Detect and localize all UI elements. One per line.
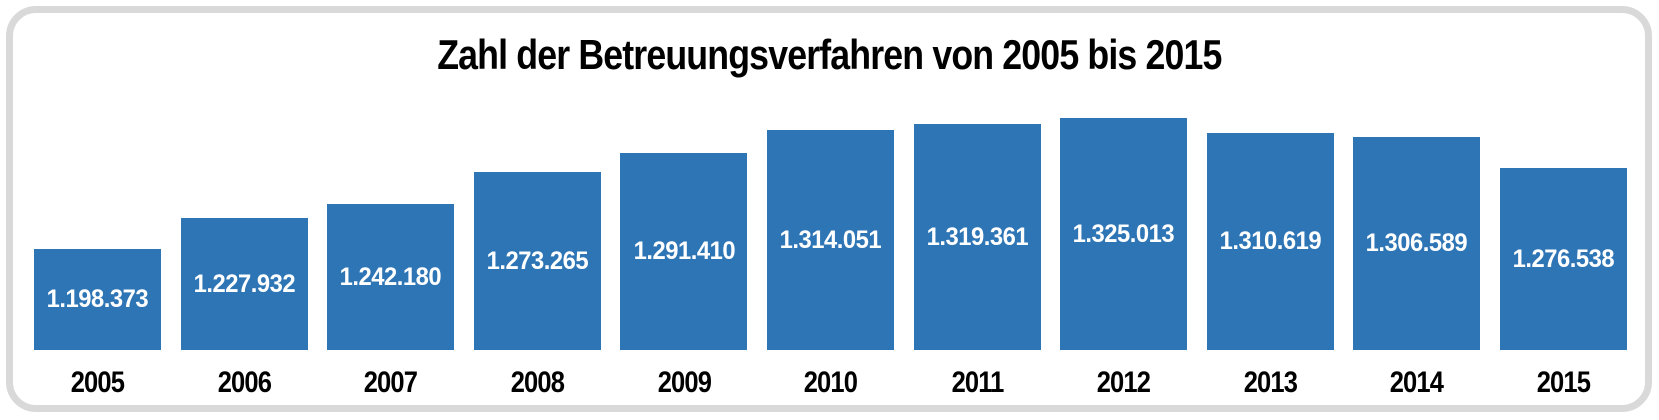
- bar-value-label: 1.314.051: [779, 225, 882, 254]
- x-axis-tick-label: 2013: [1243, 366, 1298, 399]
- bar-2013: 1.310.619: [1206, 133, 1334, 350]
- x-axis-tick: 2015: [1500, 368, 1627, 398]
- bar-value-label: 1.291.410: [633, 237, 735, 265]
- bar-value-label: 1.273.265: [486, 246, 589, 275]
- x-axis-tick: 2011: [914, 368, 1041, 398]
- x-axis-tick: 2005: [34, 368, 161, 398]
- x-axis-tick: 2010: [767, 368, 894, 398]
- x-axis-tick-label: 2008: [510, 366, 565, 399]
- bar-2005: 1.198.373: [34, 249, 161, 350]
- x-axis-tick-label: 2007: [364, 366, 418, 399]
- x-axis-tick-label: 2014: [1390, 366, 1444, 399]
- x-axis-tick-label: 2005: [70, 366, 125, 399]
- bar-value-label: 1.198.373: [46, 285, 149, 313]
- x-axis-labels: 2005 2006 2007 2008 2009 2010 2011 2012 2013 2014…: [34, 368, 1627, 398]
- x-axis-tick: 2008: [474, 368, 601, 398]
- bar-2006: 1.227.932: [180, 218, 308, 350]
- bar-2014: 1.306.589: [1353, 137, 1481, 350]
- x-axis-tick: 2014: [1353, 368, 1480, 398]
- chart-title-text: Zahl der Betreuungsverfahren von 2005 bi…: [437, 31, 1222, 78]
- bar-value-label: 1.310.619: [1219, 227, 1322, 255]
- x-axis-tick: 2006: [181, 368, 308, 398]
- bar-value-label: 1.325.013: [1072, 219, 1175, 248]
- x-axis-tick-label: 2010: [803, 366, 858, 399]
- x-axis-tick-label: 2015: [1536, 366, 1591, 399]
- bar-2010: 1.314.051: [766, 130, 894, 350]
- bar-value-label: 1.227.932: [193, 269, 295, 298]
- bar-2015: 1.276.538: [1499, 168, 1627, 350]
- bar-2011: 1.319.361: [913, 124, 1041, 350]
- bar-value-label: 1.242.180: [339, 262, 442, 291]
- bar-2007: 1.242.180: [327, 204, 455, 350]
- x-axis-tick: 2009: [620, 368, 747, 398]
- x-axis-tick-label: 2011: [951, 366, 1004, 399]
- bar-2008: 1.273.265: [473, 172, 601, 350]
- x-axis-tick: 2007: [327, 368, 454, 398]
- plot-area: 1.198.373 1.227.932 1.242.180 1.273.265 1.29…: [34, 110, 1627, 350]
- x-axis-tick: 2012: [1060, 368, 1187, 398]
- x-axis-tick-label: 2009: [657, 366, 711, 399]
- bar-2009: 1.291.410: [620, 153, 748, 350]
- x-axis-tick-label: 2006: [217, 366, 271, 399]
- x-axis-tick: 2013: [1207, 368, 1334, 398]
- x-axis-tick-label: 2012: [1096, 366, 1151, 399]
- chart-title: Zahl der Betreuungsverfahren von 2005 bi…: [0, 31, 1659, 78]
- bar-value-label: 1.276.538: [1512, 244, 1615, 273]
- bar-2012: 1.325.013: [1060, 118, 1188, 350]
- bar-value-label: 1.319.361: [926, 222, 1028, 251]
- bar-value-label: 1.306.589: [1366, 229, 1468, 257]
